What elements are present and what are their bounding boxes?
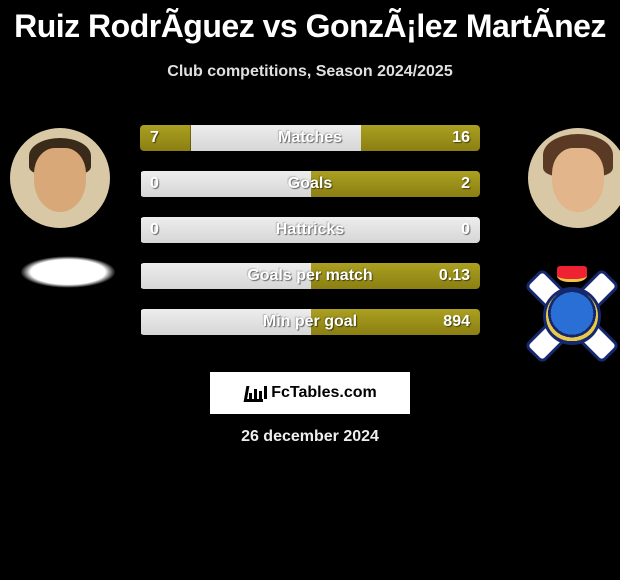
date-label: 26 december 2024 [0,428,620,446]
page-subtitle: Club competitions, Season 2024/2025 [0,63,620,81]
brand-text: FcTables.com [271,384,377,402]
club-right-logo [516,260,620,372]
stat-row: 7 16 Matches [140,125,480,151]
player-right-avatar [528,128,620,228]
stat-label: Min per goal [140,309,480,335]
stat-row: 0 0 Hattricks [140,217,480,243]
stat-bars: 7 16 Matches 0 2 Goals 0 0 Hattricks [140,125,480,355]
stat-label: Goals [140,171,480,197]
stat-label: Goals per match [140,263,480,289]
player-left-avatar [10,128,110,228]
club-left-logo [20,256,116,288]
stat-row: 0 2 Goals [140,171,480,197]
page-title: Ruiz RodrÃ­guez vs GonzÃ¡lez MartÃ­nez [0,0,620,45]
stat-row: 0.13 Goals per match [140,263,480,289]
comparison-card: Ruiz RodrÃ­guez vs GonzÃ¡lez MartÃ­nez C… [0,0,620,580]
brand-box: FcTables.com [210,372,410,414]
stat-label: Matches [140,125,480,151]
stat-label: Hattricks [140,217,480,243]
stat-row: 894 Min per goal [140,309,480,335]
chart-icon [243,382,265,404]
